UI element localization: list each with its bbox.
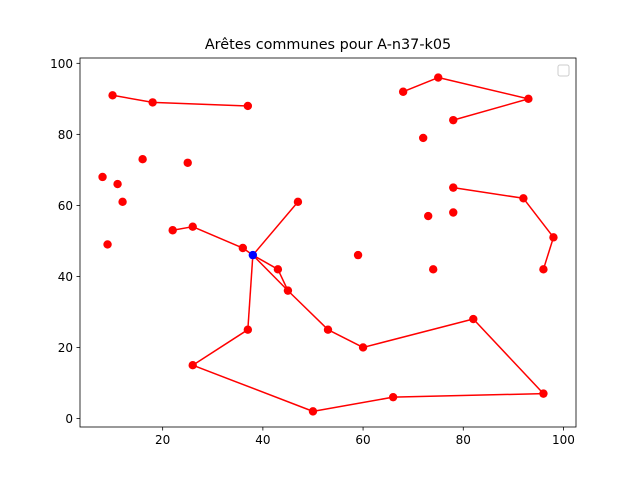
customer-node [98,172,107,182]
customer-node [183,158,192,167]
y-tick-label: 0 [65,412,73,426]
y-tick-label: 80 [58,128,73,142]
customer-node [524,94,533,104]
y-tick-label: 60 [58,199,73,213]
route-edge [252,254,289,292]
customer-node [238,243,248,253]
customer-node [168,226,177,235]
route-edge [192,364,314,413]
customer-node [283,286,293,295]
customer-node [243,101,253,111]
customer-node [243,325,253,334]
customer-node [308,407,318,416]
customer-node [188,361,197,370]
route-edge [192,226,244,249]
route-edge [402,76,439,93]
customer-node [358,343,368,352]
x-tick-label: 40 [255,433,270,447]
route-edge [152,101,248,107]
x-tick-label: 60 [355,433,370,447]
customer-node [323,325,333,334]
customer-node [113,179,122,189]
customer-node [519,194,528,203]
route-edge [312,396,394,413]
customer-node [188,222,197,231]
y-tick-label: 100 [50,57,73,71]
route-edge [112,94,153,104]
customer-node [539,389,548,398]
x-tick-label: 20 [155,433,170,447]
axes: 20 40 60 80 100 0 20 40 60 80 100 [50,57,577,447]
customer-node [353,250,363,260]
customer-node [108,91,117,100]
customer-node [273,265,283,274]
depot-node [248,250,258,260]
customer-node [388,392,398,402]
customer-node [434,73,443,82]
route-edge [252,254,279,270]
route-edge [252,201,299,256]
route-edge [393,392,544,398]
route-edge [327,329,364,349]
legend-box [557,64,570,77]
route-edge [453,98,529,121]
y-tick-label: 40 [58,270,73,284]
customer-node [424,211,433,221]
customer-node [138,155,147,164]
y-tick-label: 20 [58,341,73,355]
customer-node [469,314,478,324]
route-edge [522,197,555,238]
customer-node [118,197,127,207]
route-edge [438,76,529,100]
customer-node [539,265,548,274]
customer-node [148,98,157,107]
route-edge [362,318,474,349]
customer-node [418,133,428,143]
chart-title: Arêtes communes pour A-n37-k05 [205,37,451,53]
route-edge [472,318,544,395]
customer-node [449,208,458,217]
plot-frame [79,57,577,428]
route-edge [247,255,254,330]
node-layer [98,73,558,416]
x-tick-label: 100 [552,433,575,447]
x-tick-label: 80 [456,433,471,447]
route-edge [542,237,555,270]
customer-node [103,240,112,249]
route-edge [287,290,329,331]
customer-node [449,183,458,192]
route-edge [453,186,524,200]
customer-node [429,265,438,274]
customer-node [449,115,458,125]
customer-node [293,197,303,207]
customer-node [398,87,408,96]
customer-node [549,233,558,242]
route-edge [192,329,249,366]
